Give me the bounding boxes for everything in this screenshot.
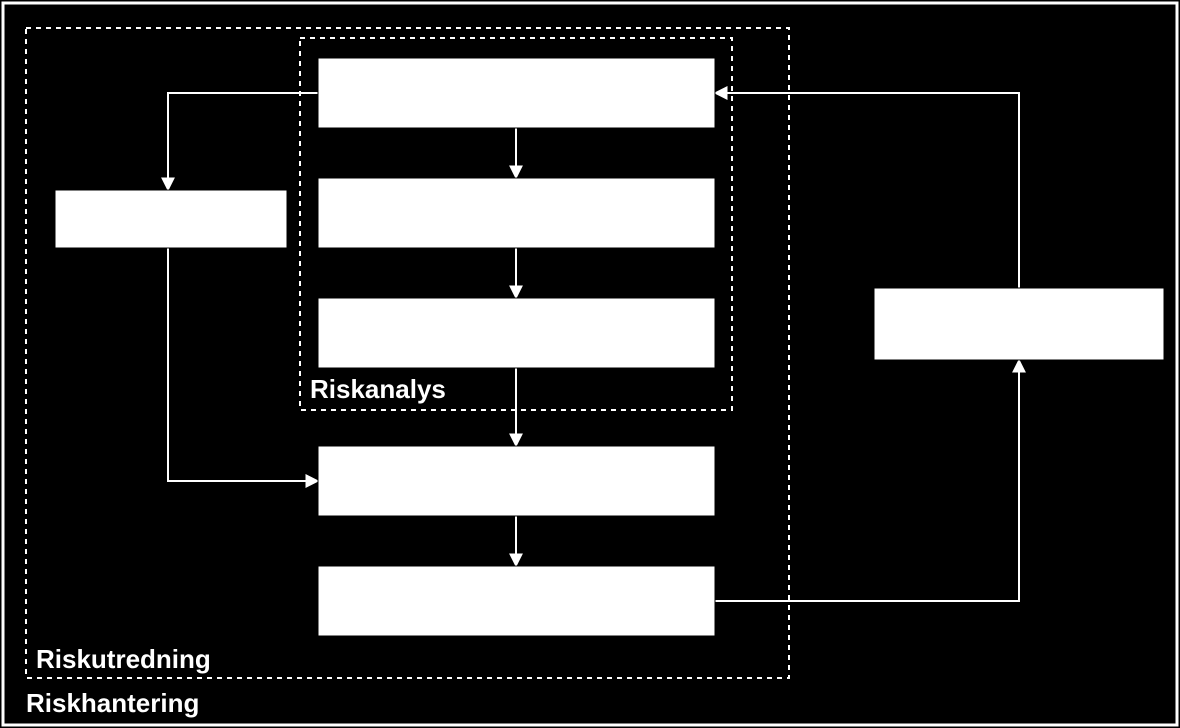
node-n2 [318,178,715,248]
node-n5 [318,566,715,636]
node-n4 [318,446,715,516]
group-label-riskanalys: Riskanalys [310,374,446,404]
flowchart-diagram: Riskanalys Riskutredning Riskhantering [0,0,1180,728]
node-n3 [318,298,715,368]
group-label-riskutredning: Riskutredning [36,644,211,674]
node-nL [55,190,287,248]
node-nR [874,288,1164,360]
outer-label: Riskhantering [26,688,199,718]
node-n1 [318,58,715,128]
